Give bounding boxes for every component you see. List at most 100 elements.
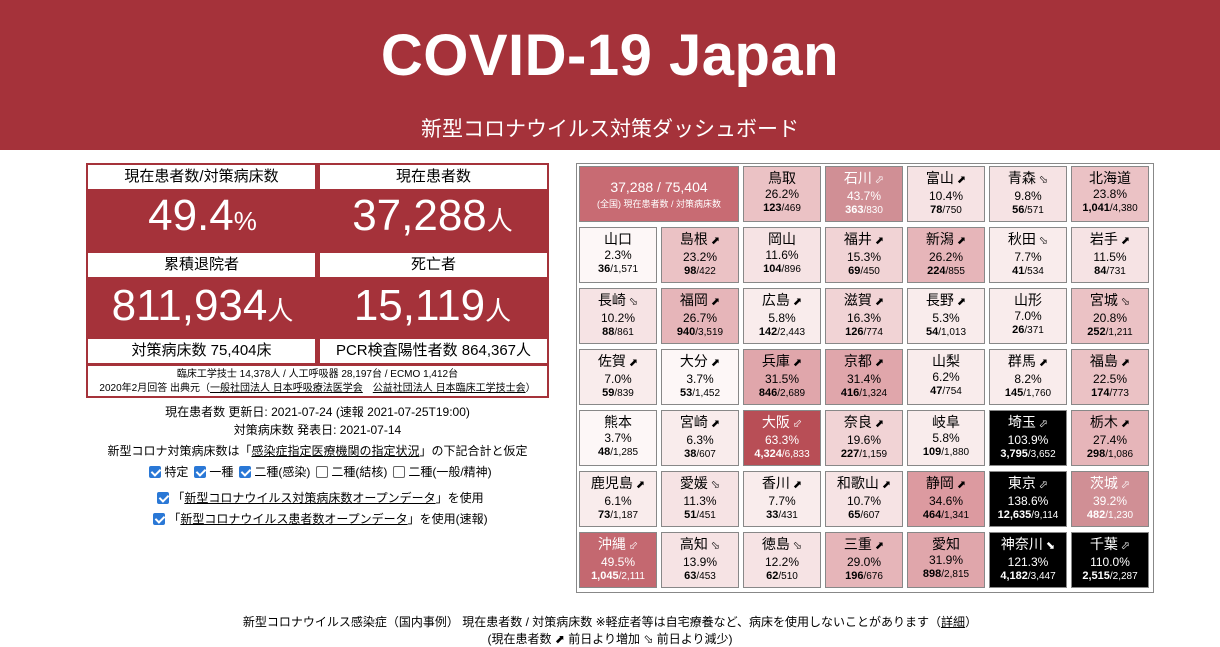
prefecture-tile[interactable]: 和歌山 ⬈ 10.7% 65/607 <box>825 471 903 527</box>
prefecture-tile[interactable]: 沖縄 ⬃ 49.5% 1,045/2,111 <box>579 532 657 588</box>
patients-beds: 252/1,211 <box>1087 326 1133 338</box>
equipment-notes: 臨床工学技士 14,378人 / 人工呼吸器 28,197台 / ECMO 1,… <box>88 366 547 396</box>
prefecture-tile[interactable]: 神奈川 ⬊ 121.3% 4,182/3,447 <box>989 532 1067 588</box>
prefecture-tile[interactable]: 鹿児島 ⬈ 6.1% 73/1,187 <box>579 471 657 527</box>
prefecture-tile[interactable]: 秋田 ⬂ 7.7% 41/534 <box>989 227 1067 283</box>
patients-beds: 224/855 <box>927 265 965 277</box>
prefecture-tile[interactable]: 佐賀 ⬈ 7.0% 59/839 <box>579 349 657 405</box>
prefecture-tile[interactable]: 静岡 ⬈ 34.6% 464/1,341 <box>907 471 985 527</box>
patients-beds: 53/1,452 <box>679 387 721 399</box>
prefecture-tile[interactable]: 千葉 ⬀ 110.0% 2,515/2,287 <box>1071 532 1149 588</box>
national-summary[interactable]: 37,288 / 75,404 (全国) 現在患者数 / 対策病床数 <box>579 166 739 222</box>
prefecture-name: 岡山 <box>768 231 796 247</box>
prefecture-tile[interactable]: 石川 ⬀ 43.7% 363/830 <box>825 166 903 222</box>
prefecture-tile[interactable]: 高知 ⬂ 13.9% 63/453 <box>661 532 739 588</box>
patients-beds: 4,324/6,833 <box>754 448 810 460</box>
prefecture-name: 兵庫 ⬈ <box>761 353 803 369</box>
occupancy-rate: 7.0% <box>1014 309 1042 323</box>
patients-beds: 196/676 <box>845 570 883 582</box>
prefecture-tile[interactable]: 東京 ⬀ 138.6% 12,635/9,114 <box>989 471 1067 527</box>
prefecture-tile[interactable]: 栃木 ⬈ 27.4% 298/1,086 <box>1071 410 1149 466</box>
ratio-label: 現在患者数/対策病床数 <box>88 165 315 189</box>
beds-published-date: 対策病床数 発表日: 2021-07-14 <box>233 423 402 437</box>
bed-type-checkbox[interactable] <box>393 466 406 478</box>
prefecture-tile[interactable]: 茨城 ⬀ 39.2% 482/1,230 <box>1071 471 1149 527</box>
prefecture-tile[interactable]: 福島 ⬈ 22.5% 174/773 <box>1071 349 1149 405</box>
prefecture-tile[interactable]: 京都 ⬈ 31.4% 416/1,324 <box>825 349 903 405</box>
jaspe-link[interactable]: 公益社団法人 日本臨床工学技士会 <box>372 383 526 394</box>
bed-type-checkbox[interactable] <box>149 466 162 478</box>
prefecture-tile[interactable]: 福岡 ⬈ 26.7% 940/3,519 <box>661 288 739 344</box>
prefecture-tile[interactable]: 岐阜 5.8% 109/1,880 <box>907 410 985 466</box>
beds-opendata-checkbox[interactable] <box>157 492 170 504</box>
prefecture-tile[interactable]: 大分 ⬈ 3.7% 53/1,452 <box>661 349 739 405</box>
prefecture-tile[interactable]: 富山 ⬈ 10.4% 78/750 <box>907 166 985 222</box>
prefecture-tile[interactable]: 愛媛 ⬂ 11.3% 51/451 <box>661 471 739 527</box>
prefecture-tile[interactable]: 岩手 ⬈ 11.5% 84/731 <box>1071 227 1149 283</box>
prefecture-tile[interactable]: 熊本 3.7% 48/1,285 <box>579 410 657 466</box>
prefecture-tile[interactable]: 福井 ⬈ 15.3% 69/450 <box>825 227 903 283</box>
bed-type-checkbox[interactable] <box>194 466 207 478</box>
occupancy-rate: 3.7% <box>686 372 714 386</box>
deaths-label: 死亡者 <box>320 253 547 277</box>
prefecture-name: 香川 ⬈ <box>761 475 803 491</box>
patients-beds: 63/453 <box>684 570 716 582</box>
occupancy-rate: 12.2% <box>764 555 800 569</box>
prefecture-tile[interactable]: 新潟 ⬈ 26.2% 224/855 <box>907 227 985 283</box>
jsicm-link[interactable]: 一般社団法人 日本呼吸療法医学会 <box>210 383 363 394</box>
prefecture-tile[interactable]: 徳島 ⬂ 12.2% 62/510 <box>743 532 821 588</box>
beds-opendata-link[interactable]: 新型コロナウイルス対策病床数オープンデータ <box>184 491 436 505</box>
trend-arrow-icon: ⬈ <box>871 418 885 430</box>
occupancy-rate: 26.2% <box>764 187 800 201</box>
occupancy-rate: 138.6% <box>1007 494 1049 508</box>
prefecture-tile[interactable]: 宮崎 ⬈ 6.3% 38/607 <box>661 410 739 466</box>
prefecture-tile[interactable]: 宮城 ⬂ 20.8% 252/1,211 <box>1071 288 1149 344</box>
prefecture-name: 岐阜 <box>932 414 960 430</box>
prefecture-tile[interactable]: 山形 7.0% 26/371 <box>989 288 1067 344</box>
prefecture-tile[interactable]: 兵庫 ⬈ 31.5% 846/2,689 <box>743 349 821 405</box>
occupancy-rate: 11.5% <box>1093 250 1127 264</box>
prefecture-tile[interactable]: 三重 ⬈ 29.0% 196/676 <box>825 532 903 588</box>
prefecture-tile[interactable]: 長崎 ⬂ 10.2% 88/861 <box>579 288 657 344</box>
prefecture-tile[interactable]: 奈良 ⬈ 19.6% 227/1,159 <box>825 410 903 466</box>
prefecture-tile[interactable]: 群馬 ⬈ 8.2% 145/1,760 <box>989 349 1067 405</box>
prefecture-tile[interactable]: 岡山 11.6% 104/896 <box>743 227 821 283</box>
prefecture-tile[interactable]: 愛知 31.9% 898/2,815 <box>907 532 985 588</box>
prefecture-tile[interactable]: 香川 ⬈ 7.7% 33/431 <box>743 471 821 527</box>
patients-beds: 2,515/2,287 <box>1082 570 1138 582</box>
occupancy-rate: 10.7% <box>846 494 882 508</box>
occupancy-rate: 23.2% <box>682 250 718 264</box>
patients-opendata-link[interactable]: 新型コロナウイルス患者数オープンデータ <box>180 512 408 526</box>
occupancy-rate: 31.9% <box>928 553 964 567</box>
patients-beds: 482/1,230 <box>1086 509 1134 521</box>
beds-definition: 新型コロナ対策病床数は「感染症指定医療機関の指定状況」の下記合計と仮定 <box>107 444 528 458</box>
prefecture-tile[interactable]: 鳥取 26.2% 123/469 <box>743 166 821 222</box>
occupancy-rate: 6.1% <box>604 494 632 508</box>
bed-type-checkbox[interactable] <box>316 466 329 478</box>
details-link[interactable]: 詳細 <box>941 615 966 629</box>
prefecture-tile[interactable]: 青森 ⬂ 9.8% 56/571 <box>989 166 1067 222</box>
designation-status-link[interactable]: 感染症指定医療機関の指定状況 <box>251 444 420 458</box>
bed-type-checkbox[interactable] <box>239 466 252 478</box>
trend-arrow-icon: ⬈ <box>953 479 967 491</box>
prefecture-tile[interactable]: 埼玉 ⬀ 103.9% 3,795/3,652 <box>989 410 1067 466</box>
occupancy-rate: 8.2% <box>1014 372 1042 386</box>
prefecture-tile[interactable]: 広島 ⬈ 5.8% 142/2,443 <box>743 288 821 344</box>
prefecture-tile[interactable]: 大阪 ⬃ 63.3% 4,324/6,833 <box>743 410 821 466</box>
prefecture-tile[interactable]: 長野 ⬈ 5.3% 54/1,013 <box>907 288 985 344</box>
occupancy-rate: 16.3% <box>846 311 882 325</box>
prefecture-tile[interactable]: 山口 2.3% 36/1,571 <box>579 227 657 283</box>
prefecture-tile[interactable]: 山梨 6.2% 47/754 <box>907 349 985 405</box>
prefecture-name: 長崎 ⬂ <box>597 292 639 308</box>
prefecture-tile[interactable]: 島根 ⬈ 23.2% 98/422 <box>661 227 739 283</box>
patients-opendata-checkbox[interactable] <box>153 513 166 525</box>
patients-beds: 65/607 <box>848 509 880 521</box>
prefecture-name: 栃木 ⬈ <box>1089 414 1131 430</box>
trend-arrow-icon: ⬈ <box>1117 418 1131 430</box>
occupancy-rate: 7.7% <box>1014 250 1042 264</box>
patients-opendata-option: 「新型コロナウイルス患者数オープンデータ」を使用(速報) <box>86 510 549 527</box>
occupancy-rate: 11.6% <box>765 248 799 262</box>
occupancy-rate: 6.2% <box>932 370 960 384</box>
prefecture-tile[interactable]: 北海道 23.8% 1,041/4,380 <box>1071 166 1149 222</box>
prefecture-tile[interactable]: 滋賀 ⬈ 16.3% 126/774 <box>825 288 903 344</box>
